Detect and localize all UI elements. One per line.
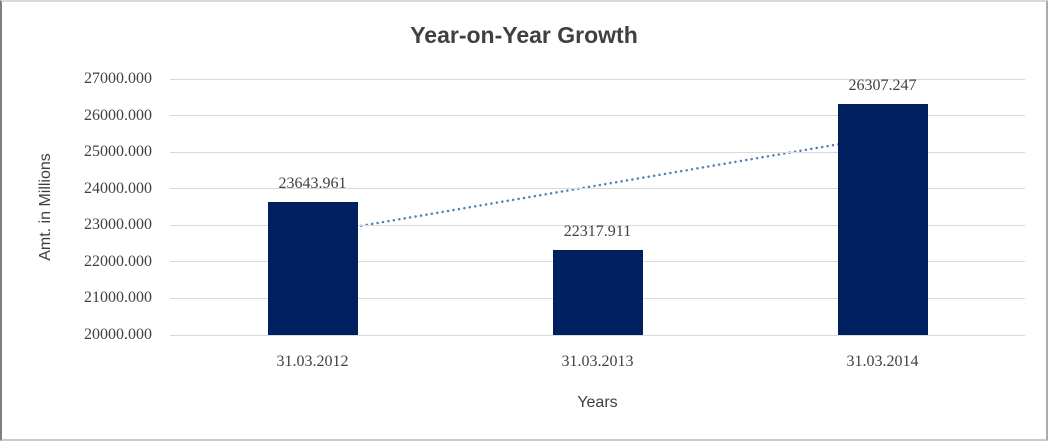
y-tick-label: 21000.000 (84, 289, 152, 307)
gridline (170, 78, 1025, 80)
y-tick-label: 20000.000 (84, 326, 152, 343)
plot-area (170, 78, 1025, 336)
gridline (170, 151, 1025, 153)
y-axis-title: Amt. in Millions (37, 153, 54, 261)
bar (267, 201, 358, 335)
x-tick-label: 31.03.2014 (846, 353, 919, 370)
x-tick-label: 31.03.2013 (561, 353, 634, 370)
gridline (170, 115, 1025, 117)
x-axis-title: Years (577, 394, 618, 411)
y-tick-label: 26000.000 (84, 106, 152, 124)
y-tick-label: 22000.000 (84, 252, 152, 270)
data-label: 23643.961 (278, 174, 347, 192)
gridline (170, 334, 1025, 336)
bar (837, 104, 928, 335)
gridline (170, 188, 1025, 190)
data-label: 26307.247 (848, 77, 917, 95)
data-label: 22317.911 (563, 223, 632, 241)
x-tick-label: 31.03.2012 (276, 353, 349, 370)
y-tick-label: 27000.000 (84, 70, 152, 87)
y-tick-label: 23000.000 (84, 216, 152, 234)
gridline (170, 224, 1025, 226)
chart-title: Year-on-Year Growth (410, 22, 638, 48)
y-tick-label: 25000.000 (84, 143, 152, 161)
bar (552, 250, 643, 335)
y-tick-label: 24000.000 (84, 179, 152, 197)
